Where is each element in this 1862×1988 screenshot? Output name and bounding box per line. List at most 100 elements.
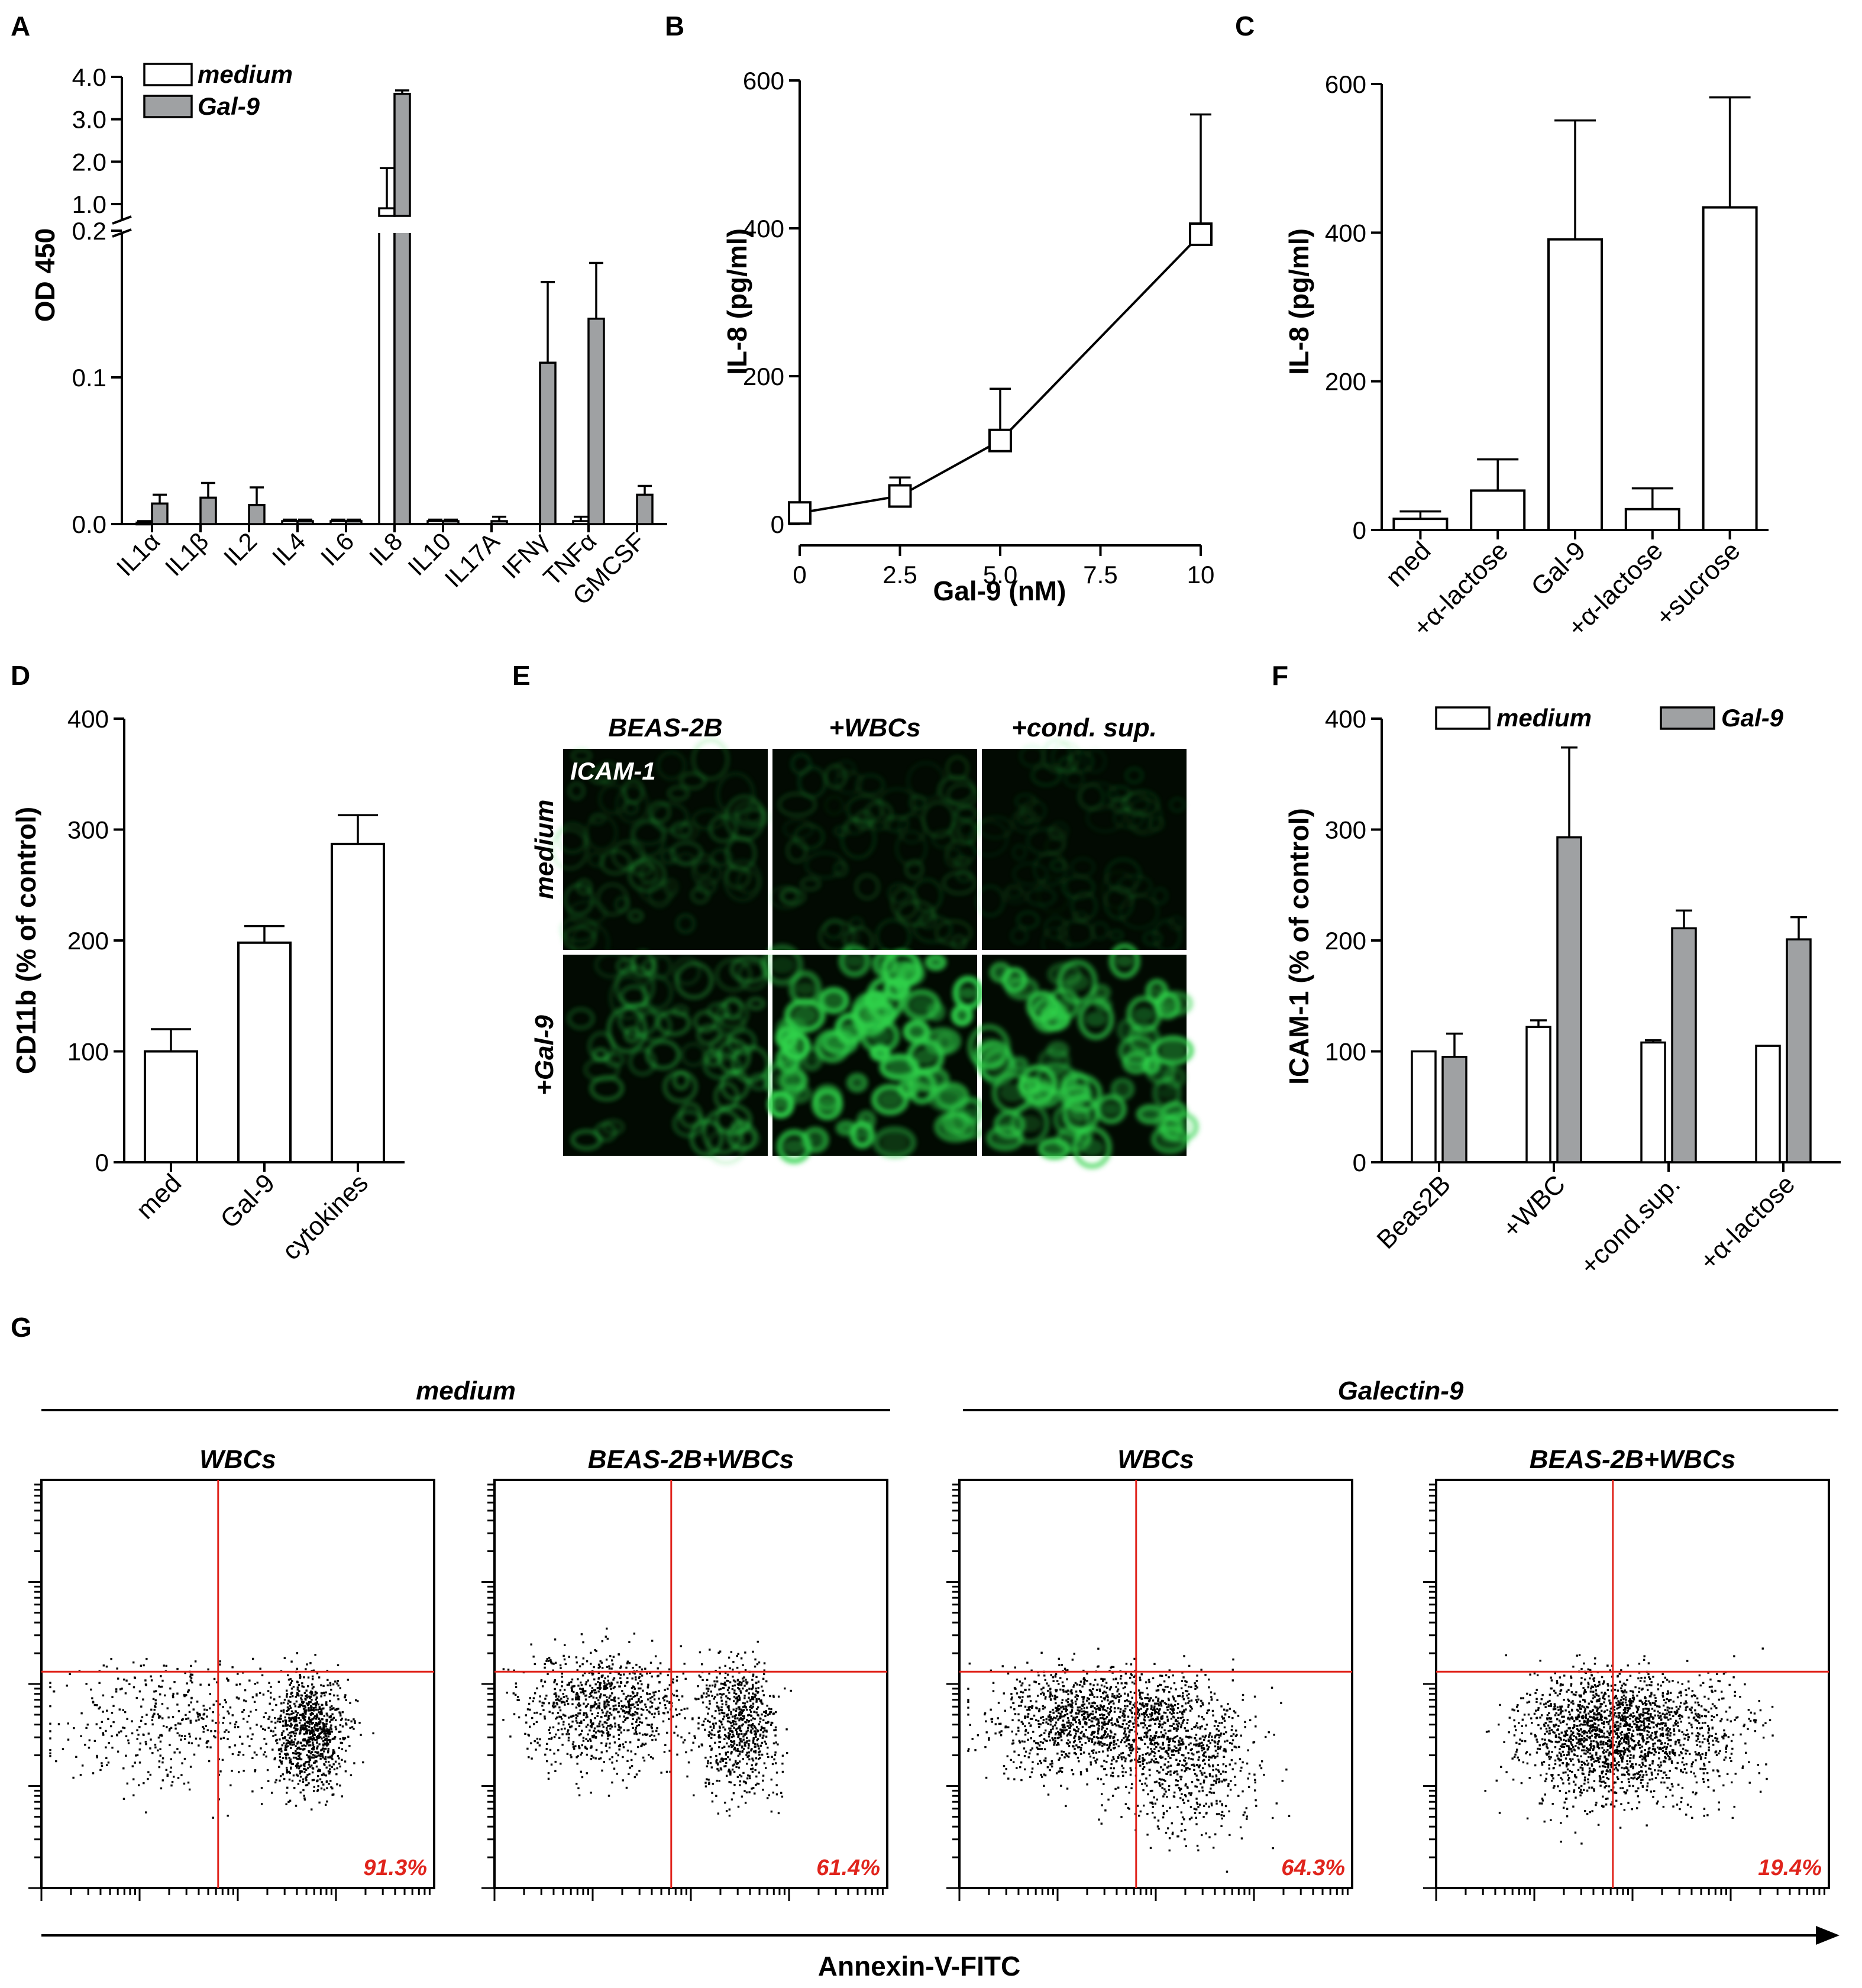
cell <box>709 814 738 843</box>
event-dot <box>1185 1745 1187 1748</box>
event-dot <box>325 1691 327 1693</box>
event-dot <box>1105 1761 1108 1763</box>
panel-letter-a: A <box>11 11 30 41</box>
event-dot <box>123 1678 125 1681</box>
event-dot <box>1055 1690 1058 1693</box>
event-dot <box>311 1751 313 1753</box>
event-dot <box>1074 1696 1077 1698</box>
event-dot <box>1088 1737 1091 1740</box>
legend-label-Gal-9: Gal-9 <box>1721 704 1784 732</box>
event-dot <box>49 1752 51 1755</box>
event-dot <box>1044 1698 1047 1700</box>
event-dot <box>603 1687 606 1690</box>
event-dot <box>1130 1752 1132 1754</box>
event-dot <box>563 1654 565 1657</box>
event-dot <box>742 1687 744 1690</box>
y-axis-title-a: OD 450 <box>30 228 60 322</box>
event-dot <box>309 1709 312 1712</box>
event-dot <box>1040 1776 1043 1778</box>
event-dot <box>329 1770 331 1773</box>
event-dot <box>742 1664 744 1666</box>
event-dot <box>334 1719 337 1721</box>
event-dot <box>101 1764 104 1767</box>
error-bar <box>1554 119 1596 240</box>
event-dot <box>589 1738 591 1741</box>
event-dot <box>722 1726 725 1729</box>
event-dot <box>324 1730 326 1732</box>
event-dot <box>781 1754 784 1757</box>
event-dot <box>582 1689 584 1692</box>
cell <box>1169 797 1186 813</box>
event-dot <box>282 1730 285 1732</box>
event-dot <box>749 1699 752 1702</box>
cell-fill <box>956 1011 968 1020</box>
event-dot <box>269 1702 271 1705</box>
event-dot <box>312 1790 315 1792</box>
event-dot <box>143 1664 145 1667</box>
event-dot <box>669 1770 671 1773</box>
event-dot <box>607 1679 610 1682</box>
event-dot <box>641 1734 644 1736</box>
event-dot <box>580 1688 583 1690</box>
event-dot <box>598 1705 600 1707</box>
event-dot <box>1049 1739 1052 1742</box>
axis-ticks <box>946 1483 1349 1901</box>
event-dot <box>593 1727 596 1730</box>
x-tick-label-f: Beas2B <box>1371 1169 1456 1255</box>
event-dot <box>755 1757 758 1760</box>
event-dot <box>1160 1705 1163 1707</box>
event-dot <box>532 1723 535 1725</box>
event-dot <box>553 1735 556 1738</box>
cell <box>670 841 703 866</box>
event-dot <box>157 1713 159 1716</box>
event-dot <box>512 1692 515 1695</box>
event-dot <box>762 1673 765 1675</box>
cell-fill <box>829 1035 851 1050</box>
event-dot <box>199 1714 201 1717</box>
event-dot <box>724 1728 726 1731</box>
event-dot <box>1074 1682 1077 1685</box>
event-dot <box>597 1666 600 1669</box>
event-dot <box>1039 1735 1041 1737</box>
event-dot <box>1080 1753 1082 1755</box>
event-dot <box>1020 1684 1023 1687</box>
cell-fill <box>1126 1043 1149 1059</box>
cell <box>1161 1100 1188 1122</box>
event-dot <box>1060 1785 1062 1787</box>
event-dot <box>574 1728 577 1731</box>
cell-fill <box>878 959 892 969</box>
event-dot <box>1119 1677 1122 1680</box>
event-dot <box>506 1692 508 1694</box>
event-dot <box>1050 1760 1053 1763</box>
event-dot <box>297 1740 299 1743</box>
event-dot <box>678 1713 681 1715</box>
event-dot <box>617 1711 619 1714</box>
event-dot <box>619 1715 621 1718</box>
event-dot <box>1017 1713 1020 1715</box>
event-dot <box>734 1717 736 1720</box>
event-dot <box>279 1717 281 1719</box>
event-dot <box>1020 1761 1023 1764</box>
event-dot <box>513 1713 516 1715</box>
event-dot <box>322 1723 325 1726</box>
event-dot <box>1149 1774 1151 1777</box>
event-dot <box>992 1682 995 1684</box>
event-dot <box>667 1674 670 1676</box>
event-dot <box>190 1697 193 1699</box>
event-dot <box>612 1735 615 1738</box>
event-dot <box>1028 1684 1031 1687</box>
event-dot <box>321 1737 323 1740</box>
event-dot <box>628 1661 631 1664</box>
event-dot <box>308 1695 311 1698</box>
event-dot <box>170 1758 173 1760</box>
event-dot <box>729 1773 732 1776</box>
event-dot <box>1127 1695 1130 1697</box>
event-dot <box>564 1727 566 1730</box>
event-dot <box>744 1669 747 1672</box>
event-dot <box>1021 1696 1024 1698</box>
event-dot <box>1032 1731 1035 1733</box>
event-dot <box>748 1791 751 1793</box>
event-dot <box>583 1714 585 1716</box>
event-dot <box>1055 1673 1058 1676</box>
event-dot <box>587 1733 589 1736</box>
